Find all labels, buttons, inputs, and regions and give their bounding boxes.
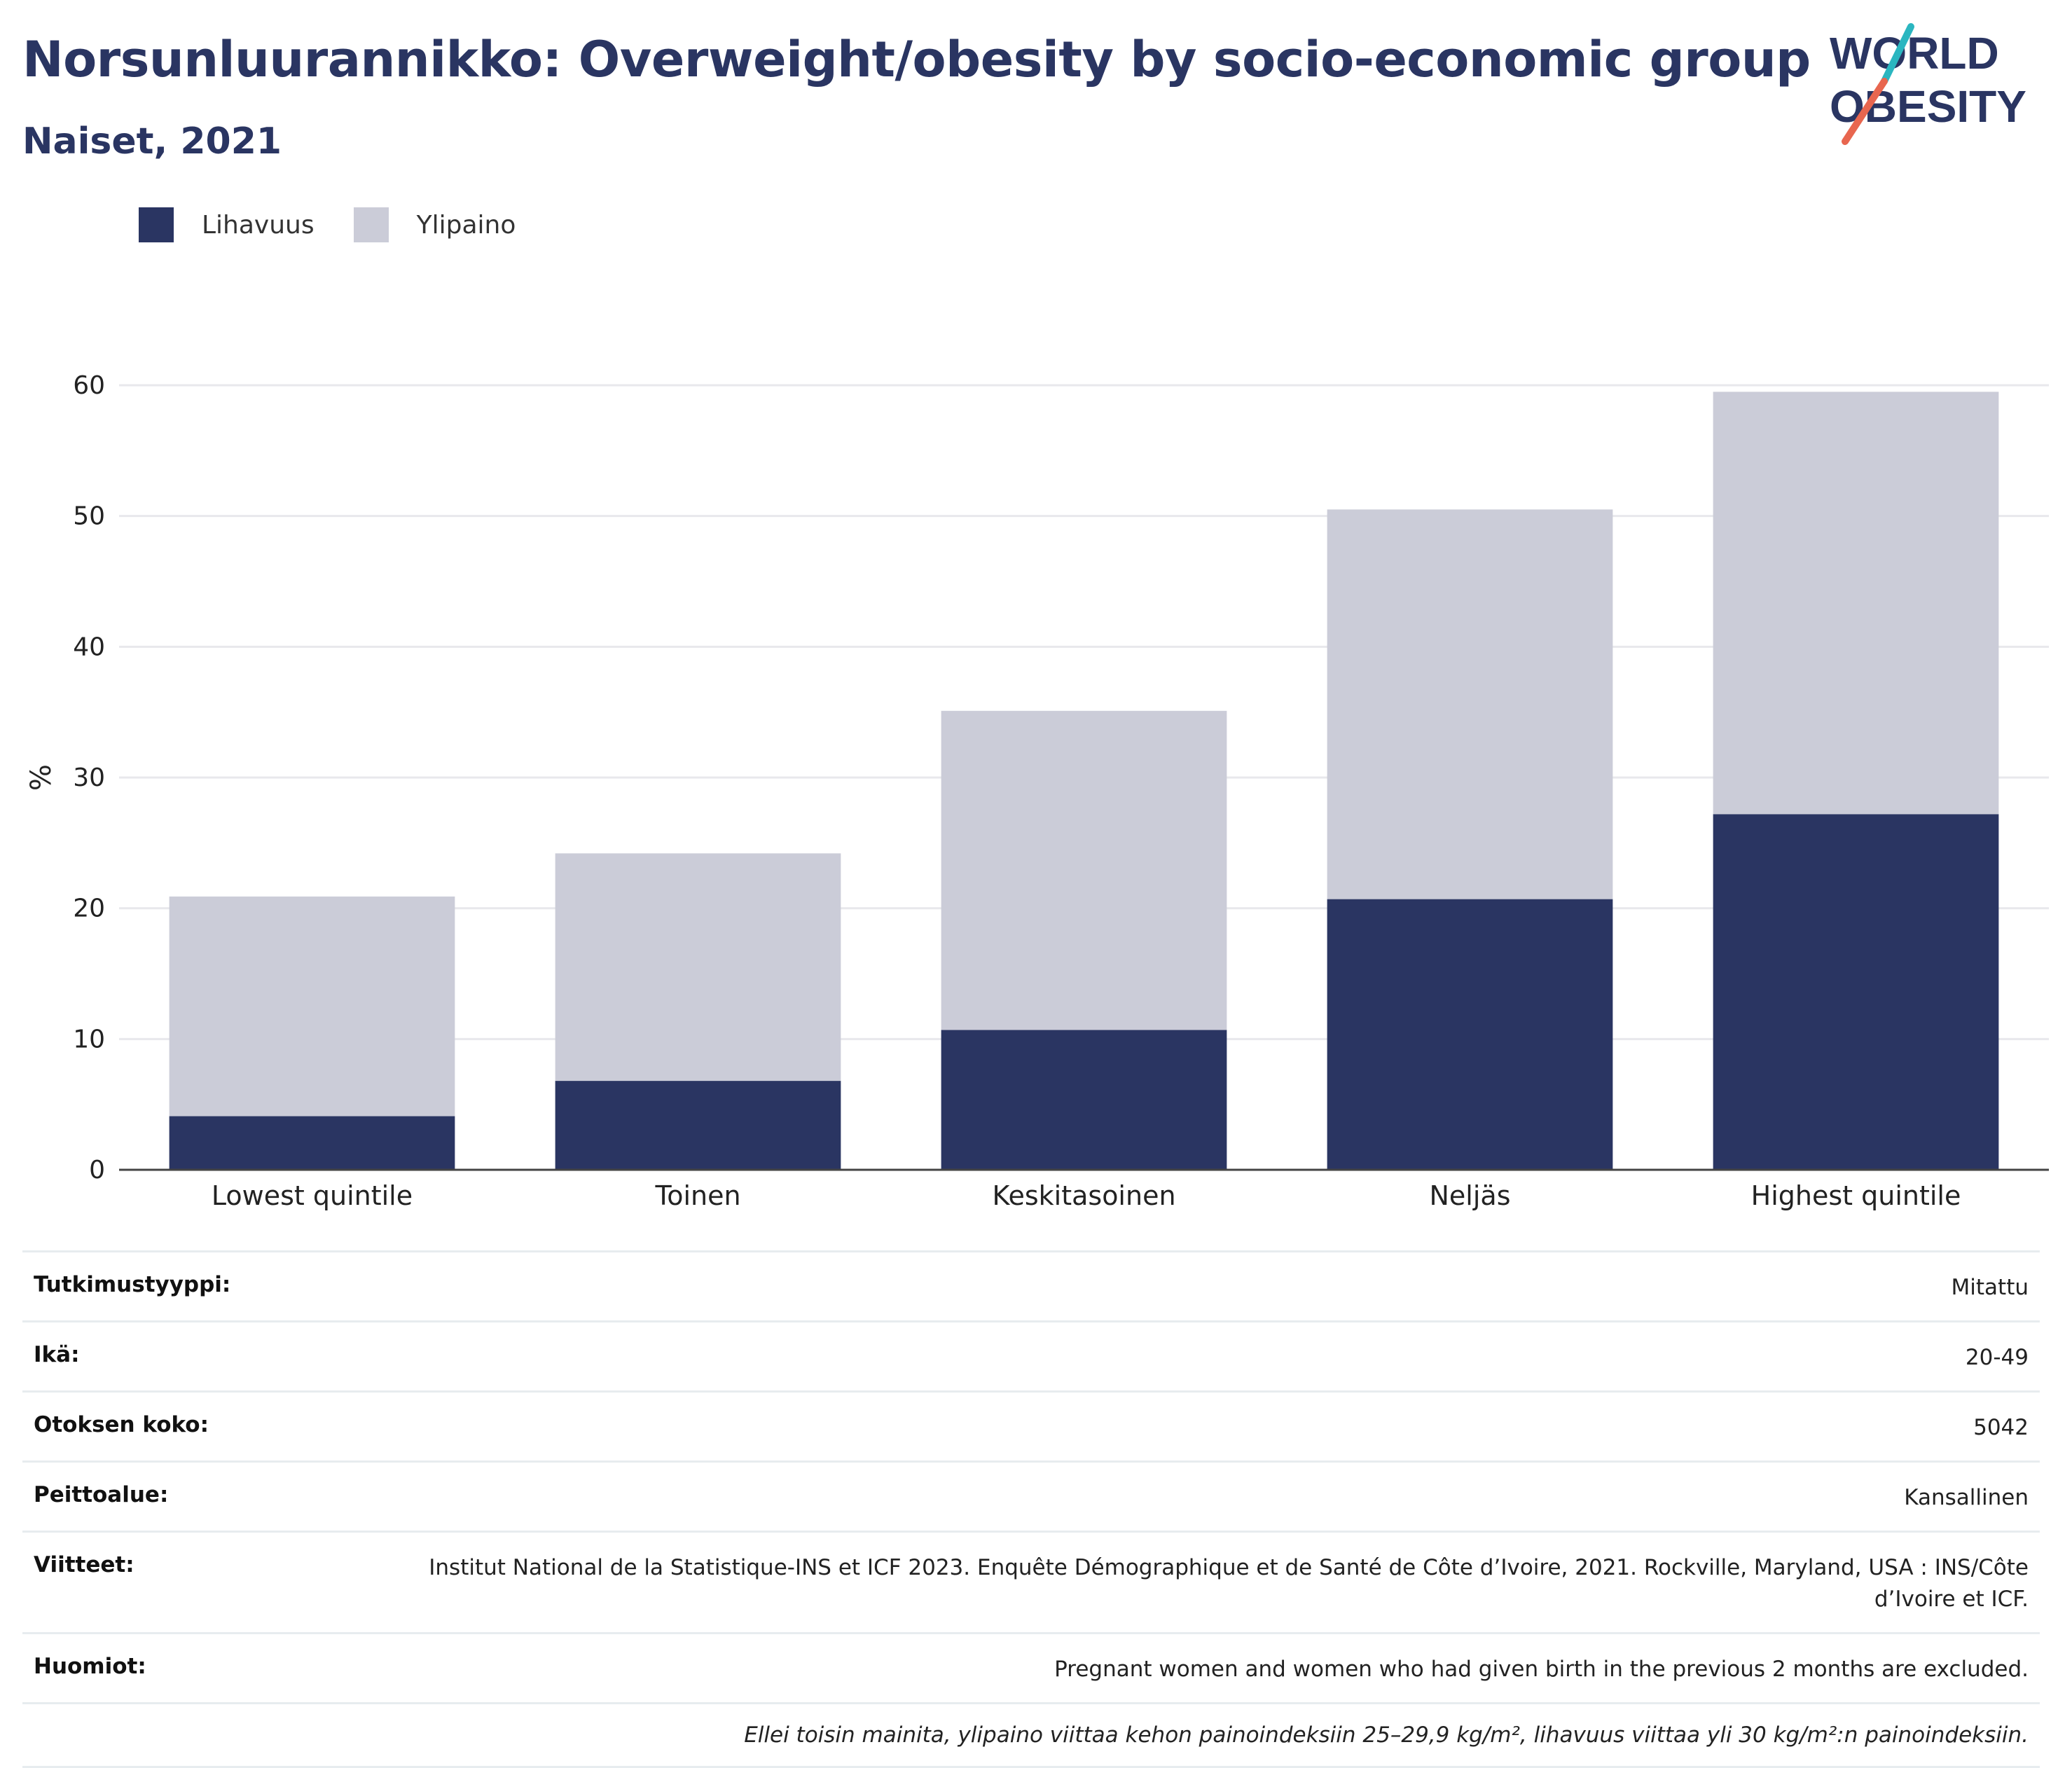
y-tick-label: 30	[73, 764, 105, 792]
info-value: Institut National de la Statistique-INS …	[429, 1554, 2029, 1612]
bar-lihavuus	[1713, 814, 1999, 1170]
bar-lihavuus	[169, 1116, 455, 1170]
bar-ylipaino	[1327, 509, 1613, 899]
info-row-references: Viitteet: Institut National de la Statis…	[22, 1530, 2040, 1632]
bar-ylipaino	[555, 853, 841, 1082]
info-row-study-type: Tutkimustyyppi: Mitattu	[22, 1250, 2040, 1320]
info-row-age: Ikä: 20-49	[22, 1320, 2040, 1390]
bar-lihavuus	[555, 1081, 841, 1170]
logo-line1: WORLD	[1830, 28, 1999, 78]
bar-ylipaino	[1713, 392, 1999, 815]
bar-ylipaino	[169, 896, 455, 1117]
legend-swatch-lihavuus	[139, 207, 174, 242]
info-table: Tutkimustyyppi: Mitattu Ikä: 20-49 Otoks…	[22, 1250, 2040, 1768]
chart-title: Norsunluurannikko: Overweight/obesity by…	[22, 31, 1811, 88]
x-tick-label: Highest quintile	[1751, 1180, 1961, 1211]
info-label: Peittoalue:	[34, 1482, 169, 1507]
x-tick-label: Toinen	[654, 1180, 740, 1211]
legend-item-ylipaino[interactable]: Ylipaino	[353, 207, 516, 242]
bar-lihavuus	[1327, 899, 1613, 1170]
logo-slash-bottom	[1842, 78, 1888, 145]
y-tick-label: 20	[73, 895, 105, 923]
x-tick-label: Keskitasoinen	[992, 1180, 1175, 1211]
logo-line2: OBESITY	[1830, 81, 2026, 132]
info-value: 20-49	[1965, 1344, 2029, 1370]
info-row-sample-size: Otoksen koko: 5042	[22, 1390, 2040, 1460]
info-value: Pregnant women and women who had given b…	[1054, 1656, 2029, 1682]
info-label: Viitteet:	[34, 1552, 134, 1577]
legend-swatch-ylipaino	[353, 207, 389, 242]
logo-slash-top	[1881, 23, 1914, 85]
info-row-coverage: Peittoalue: Kansallinen	[22, 1460, 2040, 1531]
info-label: Ikä:	[34, 1341, 80, 1367]
legend-item-lihavuus[interactable]: Lihavuus	[139, 207, 315, 242]
world-obesity-logo: WORLD OBESITY	[1830, 23, 2026, 145]
y-tick-label: 40	[73, 633, 105, 661]
x-tick-label: Lowest quintile	[212, 1180, 413, 1211]
bar-chart: 0 10 20 30 40 50 60% Lowest quintile Toinen Keski…	[25, 371, 2049, 1211]
y-tick-label: 50	[73, 502, 105, 531]
definition-note: Ellei toisin mainita, ylipaino viittaa k…	[22, 1701, 2040, 1768]
chart-subtitle: Naiset, 2021	[22, 120, 282, 163]
x-tick-label: Neljäs	[1429, 1180, 1510, 1211]
y-axis-label: %	[25, 764, 57, 791]
legend: Lihavuus Ylipaino	[139, 207, 555, 242]
info-value: Mitattu	[1951, 1275, 2029, 1300]
bar-lihavuus	[941, 1030, 1227, 1170]
y-tick-label: 60	[73, 371, 105, 400]
legend-label-ylipaino: Ylipaino	[416, 210, 516, 240]
info-value: Kansallinen	[1904, 1484, 2029, 1510]
info-value: 5042	[1973, 1414, 2029, 1440]
bar-ylipaino	[941, 710, 1227, 1030]
legend-label-lihavuus: Lihavuus	[202, 210, 315, 240]
info-row-notes: Huomiot: Pregnant women and women who ha…	[22, 1631, 2040, 1702]
info-label: Tutkimustyyppi:	[34, 1272, 231, 1297]
y-tick-label: 10	[73, 1025, 105, 1054]
y-tick-label: 0	[89, 1156, 105, 1185]
info-label: Otoksen koko:	[34, 1411, 209, 1437]
info-label: Huomiot:	[34, 1653, 146, 1679]
